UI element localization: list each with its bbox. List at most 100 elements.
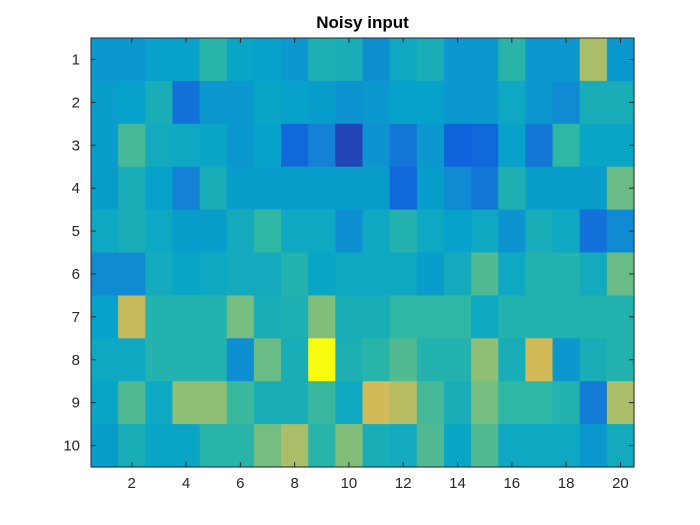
- heatmap-cell: [579, 381, 608, 425]
- heatmap-cell: [443, 381, 472, 425]
- x-tick-label: 8: [290, 475, 298, 492]
- heatmap-cell: [118, 166, 146, 211]
- heatmap-cell: [471, 80, 499, 125]
- heatmap-cell: [335, 338, 364, 382]
- heatmap-cell: [253, 166, 282, 211]
- heatmap-cell: [308, 338, 336, 382]
- heatmap-cell: [389, 338, 418, 382]
- heatmap-cell: [498, 252, 526, 296]
- heatmap-cell: [389, 381, 418, 425]
- x-tick-label: 2: [128, 475, 136, 492]
- heatmap-cell: [362, 166, 391, 211]
- heatmap-cell: [199, 295, 228, 339]
- heatmap-cell: [362, 252, 391, 296]
- heatmap-cell: [226, 38, 255, 82]
- heatmap-cell: [253, 209, 282, 254]
- heatmap-cell: [118, 123, 146, 168]
- heatmap-cell: [416, 381, 445, 425]
- heatmap-cell: [416, 38, 445, 82]
- heatmap-cell: [145, 80, 174, 125]
- heatmap-cell: [471, 209, 499, 254]
- heatmap-cell: [525, 381, 554, 425]
- heatmap-cell: [552, 123, 581, 168]
- heatmap-cell: [552, 38, 581, 82]
- heatmap-cell: [145, 209, 174, 254]
- heatmap-cell: [308, 381, 336, 425]
- heatmap-cell: [172, 209, 201, 254]
- heatmap-cell: [389, 209, 418, 254]
- heatmap-cell: [172, 424, 201, 468]
- heatmap-cell: [416, 295, 445, 339]
- heatmap-cell: [199, 381, 228, 425]
- heatmap-cell: [552, 381, 581, 425]
- heatmap-cell: [281, 209, 309, 254]
- heatmap-cell: [281, 252, 309, 296]
- x-tick-label: 4: [182, 475, 190, 492]
- heatmap-cell: [226, 209, 255, 254]
- heatmap-cell: [118, 338, 146, 382]
- heatmap-cell: [145, 166, 174, 211]
- heatmap-cell: [118, 209, 146, 254]
- heatmap-cell: [579, 123, 608, 168]
- y-tick-label: 3: [72, 137, 80, 154]
- heatmap-cell: [335, 123, 364, 168]
- heatmap-cell: [281, 38, 309, 82]
- heatmap-cell: [172, 381, 201, 425]
- heatmap-cell: [199, 38, 228, 82]
- heatmap-cell: [335, 38, 364, 82]
- heatmap-cell: [145, 123, 174, 168]
- y-tick-label: 1: [72, 51, 80, 68]
- heatmap-cell: [552, 166, 581, 211]
- heatmap-cell: [471, 424, 499, 468]
- heatmap-cell: [253, 381, 282, 425]
- heatmap-cell: [579, 295, 608, 339]
- heatmap-cell: [552, 209, 581, 254]
- heatmap-cell: [389, 295, 418, 339]
- heatmap-cell: [552, 80, 581, 125]
- heatmap-cell: [498, 38, 526, 82]
- heatmap-cell: [552, 252, 581, 296]
- x-tick-label: 16: [503, 475, 520, 492]
- heatmap-cell: [525, 295, 554, 339]
- chart-title: Noisy input: [316, 13, 409, 32]
- heatmap-cell: [579, 80, 608, 125]
- heatmap-cell: [281, 338, 309, 382]
- heatmap-cell: [253, 424, 282, 468]
- heatmap-cell: [253, 252, 282, 296]
- heatmap-cell: [308, 123, 336, 168]
- heatmap-cell: [199, 209, 228, 254]
- heatmap-cell: [281, 295, 309, 339]
- heatmap-cell: [443, 295, 472, 339]
- heatmap-cell: [525, 252, 554, 296]
- heatmap-cell: [552, 338, 581, 382]
- heatmap-cell: [525, 166, 554, 211]
- heatmap-cell: [118, 252, 146, 296]
- heatmap-cell: [362, 123, 391, 168]
- heatmap-cell: [362, 424, 391, 468]
- heatmap-cell: [498, 209, 526, 254]
- heatmap-cell: [308, 209, 336, 254]
- heatmap-cell: [253, 338, 282, 382]
- heatmap-cell: [226, 381, 255, 425]
- heatmap-cell: [145, 381, 174, 425]
- heatmap-cell: [389, 123, 418, 168]
- heatmap-cell: [362, 381, 391, 425]
- heatmap-cell: [281, 123, 309, 168]
- heatmap-cell: [579, 166, 608, 211]
- heatmap-cell: [471, 123, 499, 168]
- heatmap-cell: [525, 209, 554, 254]
- heatmap-cell: [118, 38, 146, 82]
- heatmap-cell: [253, 80, 282, 125]
- heatmap-cell: [498, 166, 526, 211]
- heatmap-cell: [335, 424, 364, 468]
- heatmap-cell: [579, 209, 608, 254]
- heatmap-cell: [471, 252, 499, 296]
- heatmap-cell: [498, 424, 526, 468]
- heatmap-cell: [443, 80, 472, 125]
- heatmap-cell: [281, 80, 309, 125]
- heatmap-cell: [471, 38, 499, 82]
- heatmap-cell: [498, 80, 526, 125]
- heatmap-cell: [416, 123, 445, 168]
- heatmap-cell: [416, 166, 445, 211]
